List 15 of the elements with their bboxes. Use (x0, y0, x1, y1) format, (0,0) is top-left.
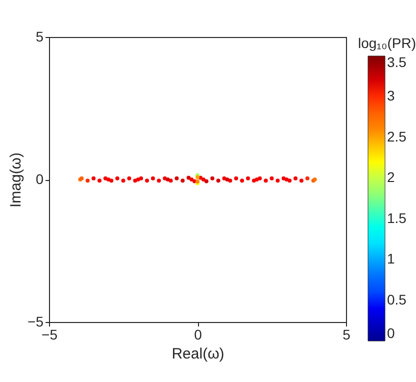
y-axis-title: Imag(ω) (8, 152, 25, 208)
x-tick-label: 0 (194, 326, 202, 342)
y-tick-label: 0 (36, 171, 44, 187)
color-bar-label: 2.5 (387, 128, 407, 144)
color-bar-label: 1.5 (387, 210, 407, 226)
y-tick-label: −5 (28, 314, 44, 330)
y-tick-label: 5 (36, 28, 44, 44)
color-bar-label: 0.5 (387, 291, 407, 308)
color-bar-label: 3.5 (387, 54, 407, 70)
x-tick-label: 5 (342, 326, 351, 342)
color-bar-label: 1 (387, 250, 395, 267)
color-bar-label: 2 (387, 169, 395, 186)
x-axis-title: Real(ω) (172, 346, 224, 362)
color-bar-label: 3 (387, 88, 395, 104)
color-bar-title: log₁₀(PR) (358, 35, 416, 51)
